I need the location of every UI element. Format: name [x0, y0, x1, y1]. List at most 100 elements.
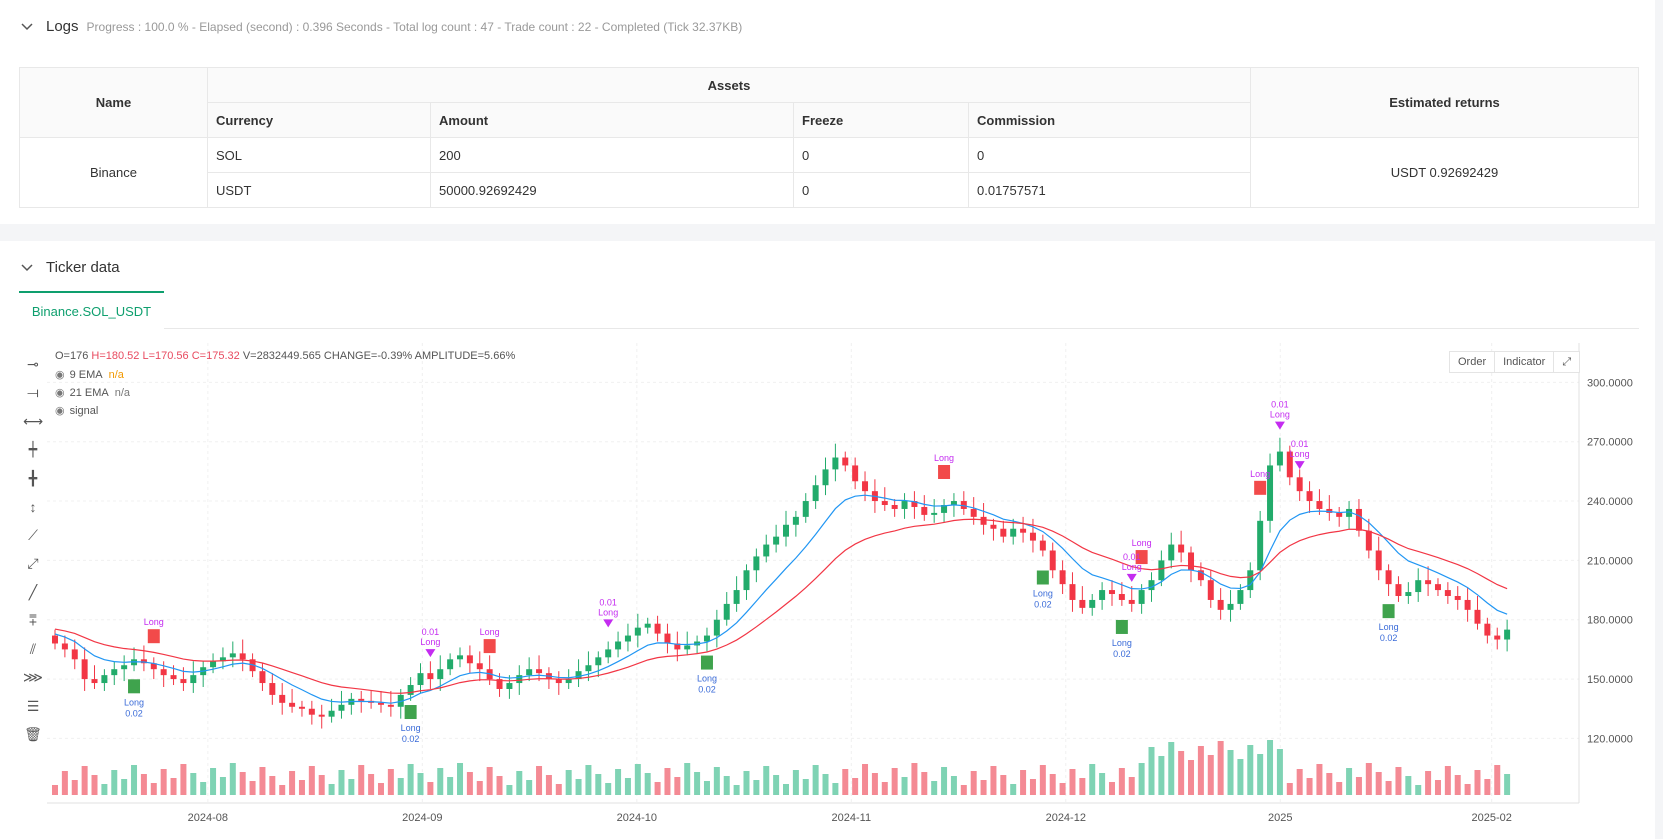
volume-bar — [1069, 769, 1076, 795]
volume-bar — [1128, 777, 1135, 795]
candle-body — [743, 570, 750, 591]
volume-bar — [970, 771, 977, 795]
candle-body — [615, 641, 622, 650]
candle-body — [180, 679, 187, 684]
vertical-line-tool-icon[interactable]: ┿ — [28, 441, 38, 458]
fullscreen-icon[interactable]: ⤢ — [1554, 351, 1581, 373]
candle-body — [990, 524, 997, 529]
candle-body — [1504, 629, 1511, 640]
volume-bar — [585, 765, 592, 795]
indicator-button[interactable]: Indicator — [1495, 351, 1555, 373]
long-signal-label: Long — [1112, 638, 1132, 648]
candle-body — [466, 655, 473, 664]
y-tick-label: 210.0000 — [1587, 555, 1633, 567]
volume-bar — [437, 768, 444, 795]
vertical-ray-tool-icon[interactable]: ↕ — [29, 498, 37, 515]
candle-body — [170, 675, 177, 680]
candle-body — [52, 635, 58, 644]
trend-line-tool-icon[interactable]: ⟋ — [28, 526, 38, 543]
volume-bar — [950, 776, 957, 795]
chevron-down-icon[interactable] — [20, 20, 34, 34]
candle-body — [1118, 594, 1125, 600]
volume-bar — [1385, 781, 1392, 795]
candle-body — [980, 516, 987, 525]
volume-bar — [1039, 765, 1046, 795]
vertical-segment-tool-icon[interactable]: ╋ — [28, 469, 38, 486]
candle-body — [792, 516, 799, 525]
tab-binance-sol-usdt[interactable]: Binance.SOL_USDT — [19, 291, 164, 329]
candle-body — [1375, 550, 1382, 571]
volume-bar — [1227, 750, 1234, 795]
candle-body — [71, 649, 78, 660]
volume-bar — [358, 765, 365, 795]
y-tick-label: 240.0000 — [1587, 496, 1633, 508]
volume-bar — [555, 784, 562, 795]
candlestick-chart[interactable]: 120.0000 150.0000 180.0000 210.0000 240.0000… — [19, 343, 1644, 839]
commission-cell: 0.01757571 — [968, 172, 1251, 208]
legend-signal[interactable]: ◉ signal — [55, 404, 98, 418]
volume-bar — [417, 773, 424, 795]
fib-channel-tool-icon[interactable]: ⋙ — [23, 669, 43, 686]
eye-icon[interactable]: ◉ — [55, 405, 65, 417]
candle-body — [210, 661, 217, 668]
candle-body — [81, 659, 88, 680]
price-label-tool-icon[interactable]: ⩱ — [28, 612, 38, 629]
extended-line-tool-icon[interactable]: ╱ — [28, 583, 38, 600]
volume-bar — [1197, 746, 1204, 795]
candle-body — [1267, 465, 1274, 521]
signal-arrow — [1274, 421, 1285, 430]
parallel-channel-tool-icon[interactable]: ⫽ — [29, 640, 37, 657]
trash-icon[interactable]: 🗑 — [24, 726, 42, 743]
volume-bar — [318, 775, 325, 795]
candle-body — [1039, 540, 1046, 551]
candle-body — [1415, 580, 1422, 593]
exit-signal-label: Long — [144, 617, 164, 627]
horizontal-ray-tool-icon[interactable]: ⟞ — [27, 384, 39, 401]
candle-body — [1346, 508, 1353, 517]
volume-bar — [239, 772, 246, 795]
ohlc-readout: O=176 H=180.52 L=170.56 C=175.32 V=28324… — [55, 350, 515, 362]
exit-signal-label: Long — [480, 627, 500, 637]
candle-body — [783, 524, 789, 537]
low-value: L=170.56 — [142, 350, 189, 362]
long-signal-label: Long — [401, 723, 421, 733]
line-segment-tool-icon[interactable]: ⟷ — [22, 412, 44, 429]
eye-icon[interactable]: ◉ — [55, 387, 65, 399]
chevron-down-icon[interactable] — [20, 261, 34, 275]
candle-body — [1227, 603, 1234, 610]
candle-body — [447, 659, 454, 670]
volume-bar — [160, 769, 167, 795]
eye-icon[interactable]: ◉ — [55, 369, 65, 381]
legend-ema9[interactable]: ◉ 9 EMA n/a — [55, 368, 124, 382]
volume-bar — [377, 783, 384, 795]
ray-tool-icon[interactable]: ⤢ — [27, 555, 39, 572]
exit-signal-marker — [483, 639, 496, 654]
candle-body — [891, 505, 898, 509]
horizontal-line-tool-icon[interactable]: ⊸ — [27, 355, 39, 372]
volume-bar — [822, 774, 829, 795]
ema9-value: n/a — [108, 368, 124, 381]
order-button[interactable]: Order — [1449, 351, 1496, 373]
candle-body — [259, 671, 266, 684]
logs-header[interactable]: Logs Progress : 100.0 % - Elapsed (secon… — [20, 18, 742, 35]
long-signal-size: 0.02 — [1113, 649, 1131, 659]
candle-body — [595, 657, 602, 666]
signal-type-label: Long — [1122, 562, 1142, 572]
volume-bar — [101, 784, 108, 795]
volume-bar — [111, 770, 118, 795]
candle-body — [427, 673, 434, 680]
fib-retracement-tool-icon[interactable]: ☰ — [26, 697, 40, 714]
volume-bar — [1257, 754, 1264, 795]
ema21-value: n/a — [114, 386, 131, 399]
volume-bar — [121, 779, 128, 795]
long-signal-marker — [1115, 619, 1128, 634]
legend-ema21[interactable]: ◉ 21 EMA n/a — [55, 386, 131, 400]
volume-bar — [1247, 745, 1254, 795]
ticker-header[interactable]: Ticker data — [20, 259, 120, 276]
volume-bar — [911, 763, 918, 795]
volume-bar — [891, 768, 898, 795]
exit-signal-label: Long — [1250, 469, 1270, 479]
candle-body — [812, 485, 819, 502]
candle-body — [1197, 570, 1204, 581]
volume-value: V=2832449.565 — [242, 350, 321, 362]
